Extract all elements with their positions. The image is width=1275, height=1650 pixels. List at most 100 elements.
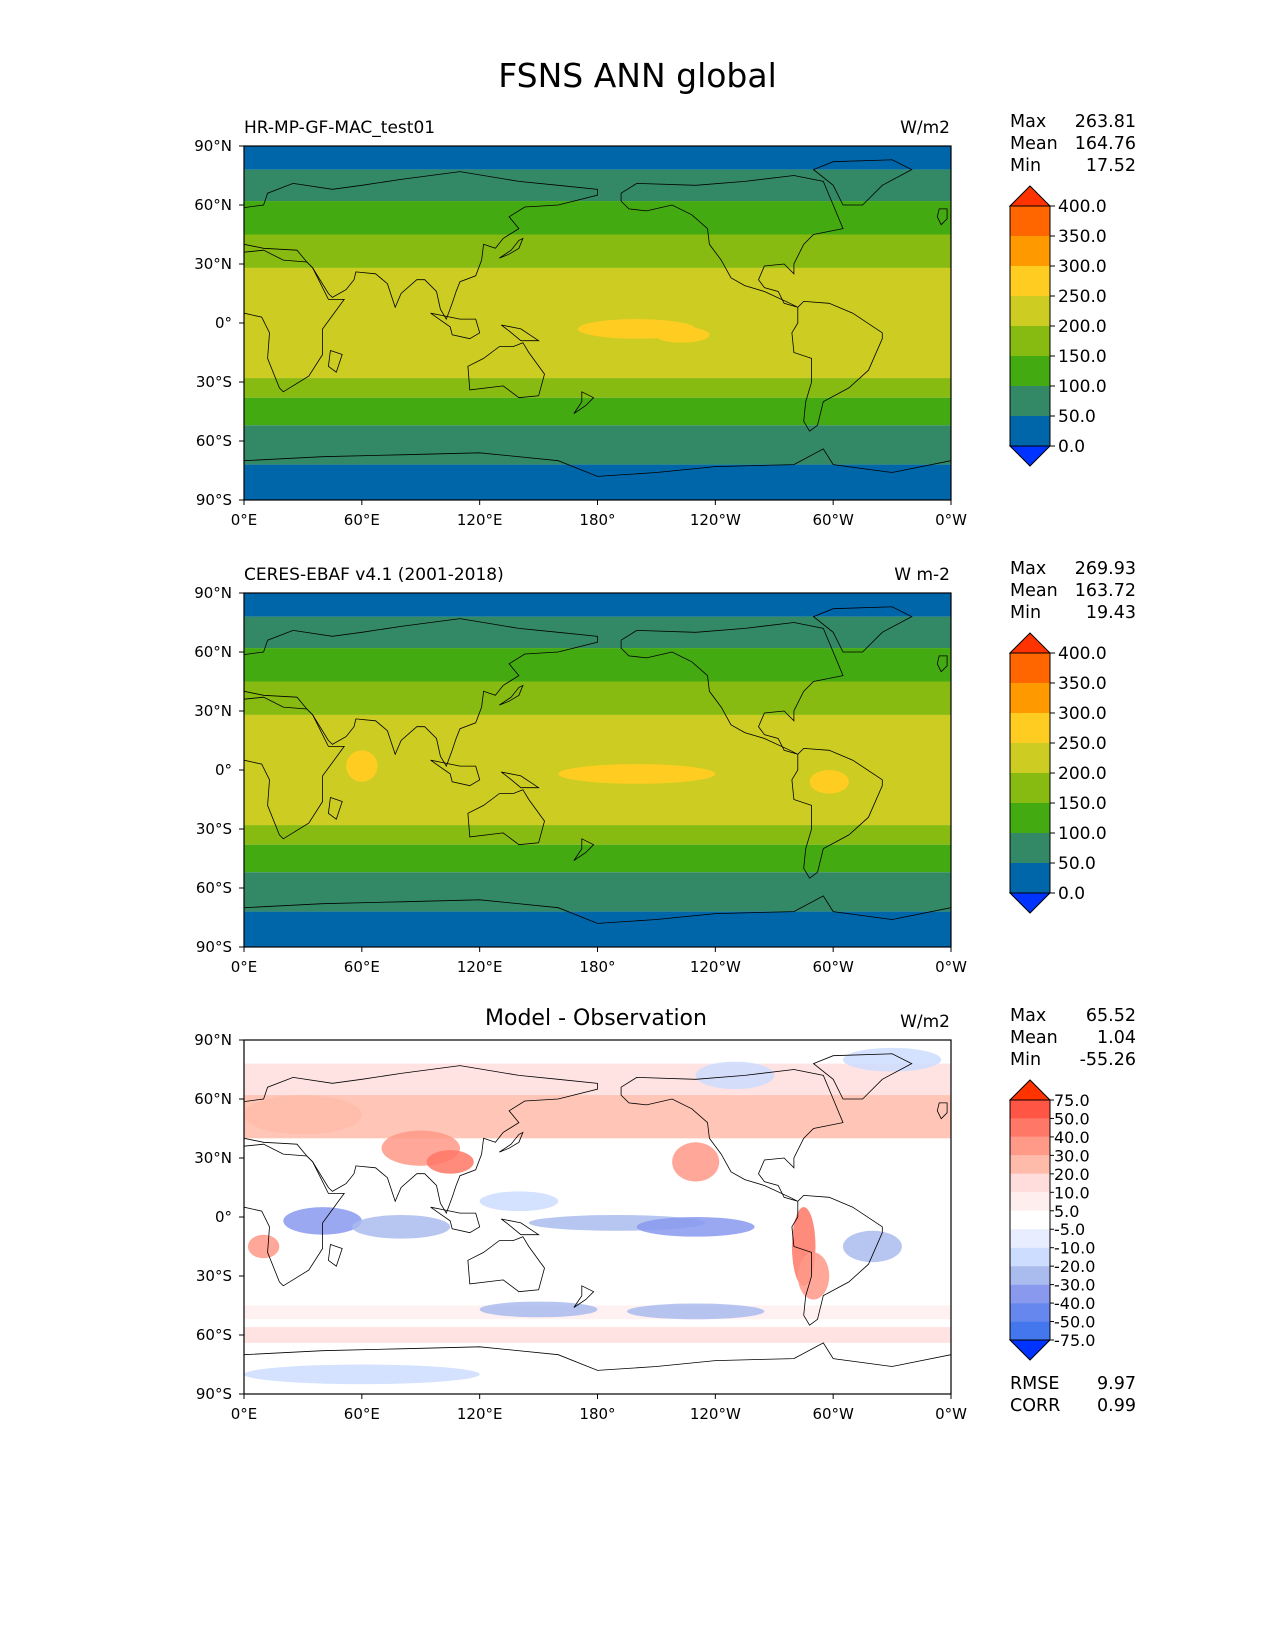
- colorbar-segment: [1010, 833, 1050, 863]
- field-layer: [244, 1040, 951, 1394]
- coastline-eurasia: [244, 618, 598, 768]
- contour-band: [244, 593, 951, 617]
- colorbar-segment: [1010, 1136, 1050, 1156]
- contour-patch: [479, 1301, 598, 1318]
- colorbar-segment: [1010, 326, 1050, 356]
- coastline-madagascar: [327, 1243, 343, 1267]
- x-tick-label: 60°W: [812, 958, 854, 976]
- contour-patch: [654, 326, 710, 343]
- colorbar-arrow-top: [1008, 185, 1052, 207]
- y-tick-label: 90°N: [194, 584, 232, 602]
- y-tick-label: 60°S: [196, 879, 232, 897]
- contour-patch: [352, 1215, 451, 1239]
- contour-patch: [842, 1047, 942, 1072]
- colorbar-arrow-bottom: [1008, 445, 1052, 467]
- map-panel-1: 0°E 60°E 120°E 180° 120°W 60°W 0°W 90°N 60°N 30°N…: [194, 137, 1106, 529]
- colorbar-segment: [1010, 863, 1050, 893]
- contour-band: [244, 872, 951, 912]
- panel-3-units: W/m2: [900, 1012, 950, 1032]
- coastline-madagascar: [327, 349, 343, 373]
- colorbar-tick-label: -50.0: [1054, 1313, 1095, 1332]
- colorbar-arrow-top: [1008, 632, 1052, 654]
- contour-patch: [672, 1142, 720, 1182]
- colorbar-tick-label: 250.0: [1058, 734, 1107, 754]
- map-panel-3: 0°E 60°E 120°E 180° 120°W 60°W 0°W 90°N 60°N 30°N…: [194, 1031, 1095, 1423]
- colorbar-segment: [1010, 206, 1050, 236]
- colorbar-3: 75.050.040.030.020.010.05.0-5.0-10.0-20.…: [1008, 1079, 1095, 1361]
- contour-patch: [244, 1364, 480, 1385]
- colorbar-tick-label: 50.0: [1058, 854, 1096, 874]
- contour-patch: [283, 1207, 362, 1235]
- mean-label: Mean: [1010, 134, 1058, 154]
- mean-value: 163.72: [1074, 581, 1136, 601]
- colorbar-arrow-bottom: [1008, 1339, 1052, 1361]
- y-tick-label: 90°S: [196, 1385, 232, 1403]
- colorbar-tick-label: 200.0: [1058, 317, 1107, 337]
- coastline-greenland: [812, 606, 913, 653]
- colorbar-tick-label: 50.0: [1058, 407, 1096, 427]
- colorbar-segment: [1010, 266, 1050, 296]
- field-layer: [244, 146, 951, 500]
- y-tick-label: 60°N: [194, 196, 232, 214]
- colorbar-frame: [1009, 1099, 1051, 1341]
- colorbar-tick-label: 10.0: [1054, 1183, 1090, 1202]
- panel-1-stats: Max 263.81 Mean 164.76 Min 17.52: [1010, 111, 1136, 177]
- panel-2-units: W m-2: [894, 565, 950, 585]
- colorbar-tick-label: 400.0: [1058, 197, 1107, 217]
- colorbar-segment: [1010, 296, 1050, 326]
- min-value: 17.52: [1085, 156, 1136, 176]
- contour-band: [244, 911, 951, 947]
- y-tick-label: 0°: [215, 761, 232, 779]
- contour-patch: [797, 1252, 830, 1300]
- contour-band: [244, 1063, 951, 1096]
- coastline-antarctica: [244, 448, 951, 500]
- colorbar-segment: [1010, 236, 1050, 266]
- x-tick-label: 0°E: [231, 958, 258, 976]
- contour-patch: [809, 770, 849, 794]
- coastline-africa: [244, 1143, 345, 1287]
- colorbar-tick-label: 50.0: [1054, 1109, 1090, 1128]
- x-tick-label: 60°W: [812, 1405, 854, 1423]
- x-tick-label: 60°E: [344, 511, 380, 529]
- y-tick-label: 30°S: [196, 820, 232, 838]
- coastline-australia: [467, 1236, 545, 1293]
- colorbar-tick-label: 200.0: [1058, 764, 1107, 784]
- contour-band: [244, 397, 951, 426]
- y-tick-label: 60°N: [194, 1090, 232, 1108]
- colorbar-arrow-top: [1008, 1079, 1052, 1101]
- panel-1-title: HR-MP-GF-MAC_test01: [244, 118, 436, 138]
- x-tick-label: 0°E: [231, 511, 258, 529]
- contour-band: [244, 1095, 951, 1139]
- x-tick-label: 120°W: [690, 511, 741, 529]
- colorbar-tick-label: -30.0: [1054, 1276, 1095, 1295]
- colorbar-segment: [1010, 683, 1050, 713]
- contour-patch: [695, 1061, 775, 1090]
- contour-band: [244, 616, 951, 649]
- coastline-namerica: [620, 175, 844, 308]
- contour-patch: [247, 1234, 280, 1259]
- y-tick-label: 60°S: [196, 432, 232, 450]
- x-tick-label: 120°W: [690, 958, 741, 976]
- coastline-newzealand: [573, 838, 595, 861]
- colorbar-tick-label: 300.0: [1058, 704, 1107, 724]
- y-tick-label: 30°S: [196, 1267, 232, 1285]
- colorbar-segment: [1010, 1118, 1050, 1137]
- contour-patch: [636, 1217, 755, 1237]
- x-tick-label: 120°E: [457, 958, 503, 976]
- coastline-newguinea: [501, 1218, 540, 1236]
- coastline-australia: [467, 342, 545, 399]
- colorbar-1: 400.0 350.0 300.0 250.0 200.0 150.0 100.0 50.0 0…: [1008, 185, 1107, 467]
- coastline-uk: [936, 1102, 948, 1120]
- contour-band: [244, 378, 951, 398]
- corr-value: 0.99: [1097, 1396, 1136, 1416]
- colorbar-segment: [1010, 1100, 1050, 1119]
- colorbar-segment: [1010, 803, 1050, 833]
- coastline-eurasia: [244, 1065, 598, 1215]
- colorbar-tick-label: 350.0: [1058, 227, 1107, 247]
- coastline-indonesia: [430, 759, 481, 787]
- max-label: Max: [1010, 1006, 1047, 1026]
- y-tick-label: 0°: [215, 314, 232, 332]
- colorbar-segment: [1010, 356, 1050, 386]
- min-label: Min: [1010, 603, 1042, 623]
- min-value: -55.26: [1079, 1050, 1136, 1070]
